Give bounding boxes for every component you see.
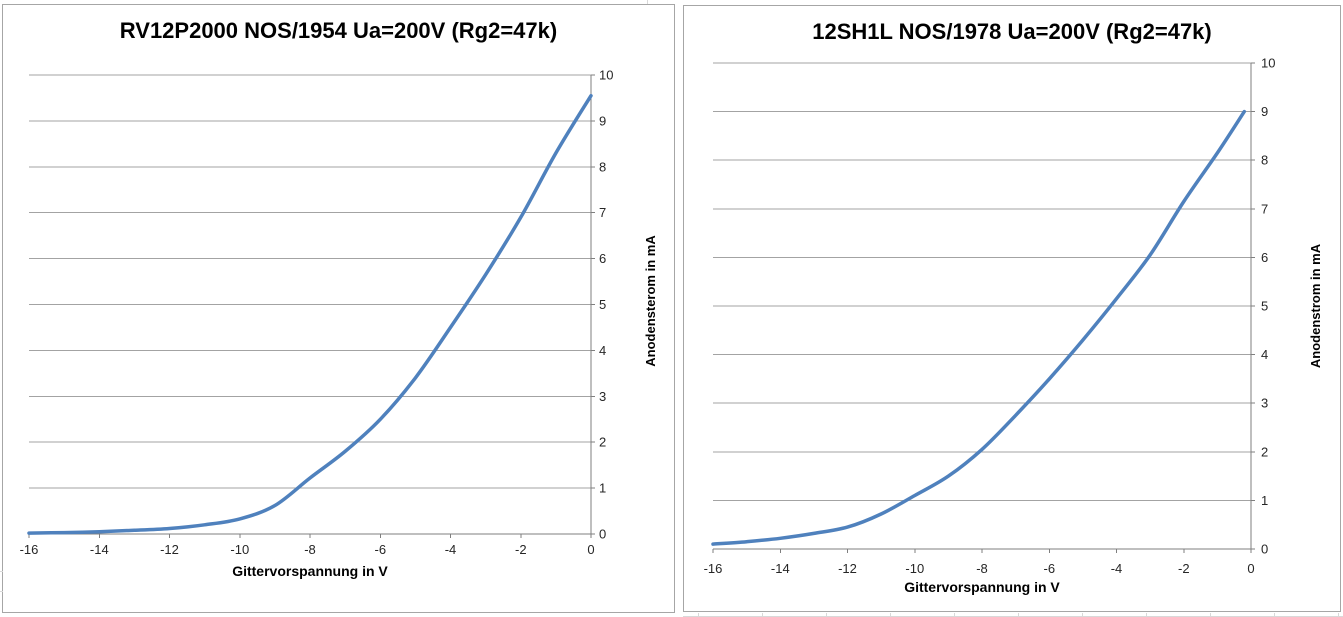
- y-tick-label: 6: [599, 251, 606, 266]
- y-tick-label: 6: [1261, 250, 1268, 265]
- cell-gridline-mark: [1210, 613, 1211, 617]
- cell-gridline-mark: [890, 613, 891, 617]
- series-curve: [711, 109, 1247, 546]
- chart-title-rv12p2000: RV12P2000 NOS/1954 Ua=200V (Rg2=47k): [119, 18, 558, 43]
- cell-gridline-mark: [1338, 613, 1339, 617]
- x-tick-label: -12: [838, 561, 857, 576]
- x-tick-label: -8: [304, 542, 316, 557]
- y-tick-label: 4: [1261, 347, 1268, 362]
- y-tick-label: 3: [1261, 396, 1268, 411]
- cell-gridline-mark: [698, 613, 699, 617]
- chart-plot-12sh1l: -16 -14 -12 -10 -8 -6 -4 -2 00 1 2 3 4 5 6 7 8 9 10 Gitterv…: [704, 56, 1323, 596]
- y-tick-label: 3: [599, 389, 606, 404]
- chart-frame-12sh1l: 12SH1L NOS/1978 Ua=200V (Rg2=47k) -16 -14…: [683, 5, 1341, 612]
- cell-gridline-mark: [762, 613, 763, 617]
- x-tick-label: 0: [1247, 561, 1254, 576]
- y-tick-label: 8: [599, 159, 606, 174]
- y-tick-label: 8: [1261, 153, 1268, 168]
- x-tick-label: -16: [704, 561, 723, 576]
- y-axis-title: Anodensterom in mA: [643, 235, 658, 367]
- cell-gridline-mark: [1274, 613, 1275, 617]
- x-tick-label: -4: [1111, 561, 1123, 576]
- y-tick-label: 0: [599, 527, 606, 542]
- x-tick-label: -16: [20, 542, 39, 557]
- y-tick-label: 4: [599, 343, 606, 358]
- x-tick-label: -12: [160, 542, 179, 557]
- cell-gridline-mark: [954, 613, 955, 617]
- y-tick-label: 5: [599, 297, 606, 312]
- series-curve: [27, 93, 593, 535]
- y-tick-label: 10: [599, 68, 613, 83]
- chart-title-12sh1l: 12SH1L NOS/1978 Ua=200V (Rg2=47k): [812, 19, 1212, 44]
- x-tick-label: -10: [230, 542, 249, 557]
- chart-plot-rv12p2000: -16 -14 -12 -10 -8 -6 -4 -2 00 1 2 3 4 5 6 7 8 9 10 Gitterv…: [20, 68, 658, 580]
- chart-frame-rv12p2000: RV12P2000 NOS/1954 Ua=200V (Rg2=47k) -16…: [2, 4, 675, 613]
- x-tick-label: 0: [587, 542, 594, 557]
- cell-gridline-mark: [826, 613, 827, 617]
- x-tick-label: -2: [515, 542, 527, 557]
- y-tick-label: 2: [599, 435, 606, 450]
- y-tick-label: 5: [1261, 299, 1268, 314]
- x-tick-label: -8: [976, 561, 988, 576]
- y-tick-label: 9: [599, 113, 606, 128]
- x-tick-label: -2: [1178, 561, 1190, 576]
- y-tick-label: 1: [599, 481, 606, 496]
- cell-gridline-mark: [0, 571, 3, 572]
- y-tick-label: 7: [1261, 201, 1268, 216]
- y-tick-label: 0: [1261, 542, 1268, 557]
- x-tick-label: -14: [771, 561, 790, 576]
- x-tick-label: -6: [375, 542, 387, 557]
- cell-gridline-mark: [1018, 613, 1019, 617]
- x-tick-label: -4: [445, 542, 457, 557]
- y-tick-label: 10: [1261, 56, 1275, 71]
- cell-gridline-mark: [647, 0, 648, 4]
- y-tick-label: 7: [599, 205, 606, 220]
- y-tick-label: 2: [1261, 444, 1268, 459]
- cell-gridline-mark: [1146, 613, 1147, 617]
- cell-gridline-mark: [1082, 613, 1083, 617]
- y-tick-label: 9: [1261, 104, 1268, 119]
- cell-gridline-mark: [0, 591, 3, 592]
- x-axis-title: Gittervorspannung in V: [232, 563, 388, 579]
- y-axis-title: Anodenstrom in mA: [1308, 243, 1323, 368]
- x-axis-title: Gittervorspannung in V: [904, 579, 1060, 595]
- x-tick-label: -10: [905, 561, 924, 576]
- x-tick-label: -6: [1044, 561, 1056, 576]
- y-tick-label: 1: [1261, 493, 1268, 508]
- x-tick-label: -14: [90, 542, 109, 557]
